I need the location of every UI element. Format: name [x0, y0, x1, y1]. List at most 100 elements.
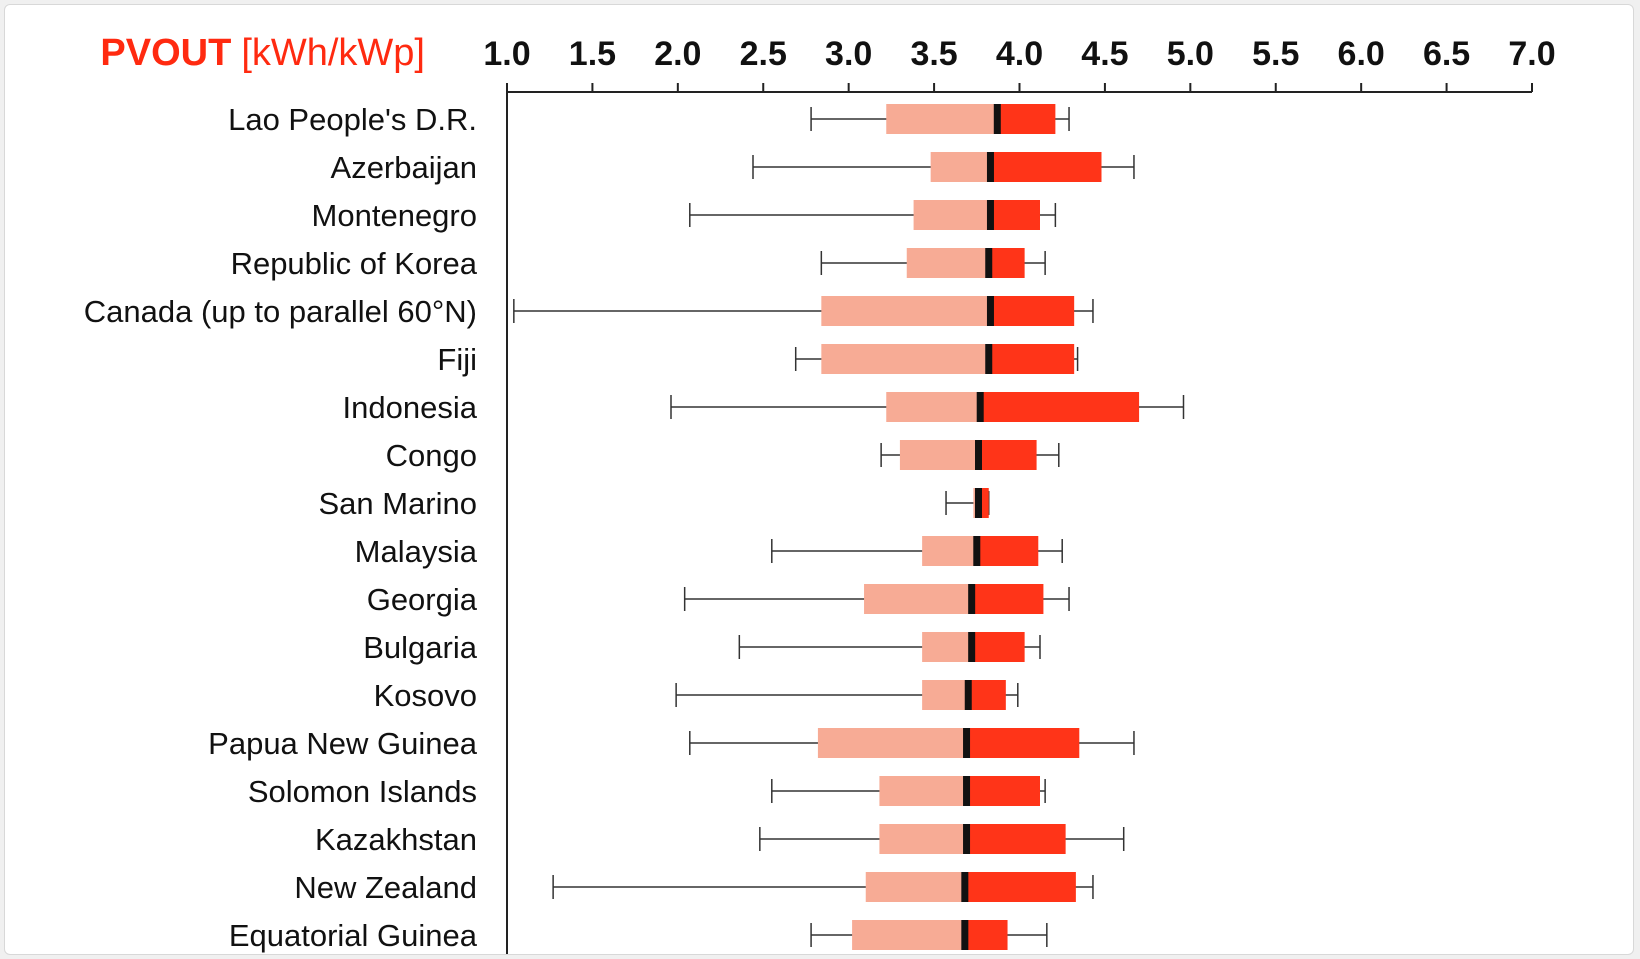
category-label: Congo	[386, 438, 477, 473]
x-tick-label: 2.0	[654, 35, 701, 73]
lower-quartile-box	[886, 104, 998, 134]
x-tick-label: 4.0	[996, 35, 1043, 73]
category-label: Montenegro	[312, 198, 477, 233]
category-label: Equatorial Guinea	[229, 918, 478, 953]
upper-quartile-box	[966, 776, 1040, 806]
median-marker	[973, 536, 981, 566]
median-marker	[985, 344, 993, 374]
median-marker	[961, 872, 969, 902]
median-marker	[964, 680, 972, 710]
upper-quartile-box	[968, 680, 1006, 710]
box-row: Republic of Korea	[231, 246, 1046, 281]
median-marker	[986, 296, 994, 326]
upper-quartile-box	[997, 104, 1056, 134]
median-marker	[986, 200, 994, 230]
box-row: Georgia	[367, 582, 1070, 617]
box-row: Papua New Guinea	[208, 726, 1135, 761]
category-label: New Zealand	[294, 870, 477, 905]
chart-frame: PVOUT [kWh/kWp] 1.0 1.5 2.0 2.5 3.0 3.5 4.0 4.5 5…	[4, 4, 1634, 955]
median-marker	[968, 584, 976, 614]
median-marker	[963, 824, 971, 854]
upper-quartile-box	[976, 536, 1039, 566]
median-marker	[993, 104, 1001, 134]
lower-quartile-box	[930, 152, 991, 182]
box-row: Azerbaijan	[331, 150, 1135, 185]
upper-quartile-box	[988, 344, 1075, 374]
x-tick-label: 4.5	[1081, 35, 1128, 73]
upper-quartile-box	[988, 248, 1025, 278]
box-row: Kosovo	[374, 678, 1019, 713]
lower-quartile-box	[821, 344, 989, 374]
lower-quartile-box	[922, 632, 972, 662]
x-tick-label: 7.0	[1508, 35, 1555, 73]
lower-quartile-box	[865, 872, 965, 902]
upper-quartile-box	[980, 392, 1140, 422]
median-marker	[968, 632, 976, 662]
plot-rows: Lao People's D.R. Azerbaijan Montenegro Rep…	[84, 102, 1185, 953]
x-tick-label: 2.5	[740, 35, 787, 73]
median-marker	[975, 488, 982, 518]
x-tick-label: 3.5	[910, 35, 957, 73]
box-row: Malaysia	[355, 534, 1063, 569]
box-row: Indonesia	[343, 390, 1185, 425]
lower-quartile-box	[913, 200, 991, 230]
x-tick-label: 1.0	[483, 35, 530, 73]
upper-quartile-box	[966, 728, 1080, 758]
box-row: Montenegro	[312, 198, 1057, 233]
box-row: Kazakhstan	[315, 822, 1125, 857]
category-label: Indonesia	[343, 390, 478, 425]
category-label: Bulgaria	[363, 630, 477, 665]
x-tick-label: 5.5	[1252, 35, 1299, 73]
upper-quartile-box	[978, 440, 1037, 470]
x-tick-label: 1.5	[569, 35, 616, 73]
category-label: Kosovo	[374, 678, 477, 713]
upper-quartile-box	[990, 152, 1102, 182]
median-marker	[985, 248, 993, 278]
category-label: Georgia	[367, 582, 478, 617]
box-row: Canada (up to parallel 60°N)	[84, 294, 1094, 329]
box-row: San Marino	[318, 486, 990, 521]
upper-quartile-box	[971, 632, 1025, 662]
category-label: Malaysia	[355, 534, 478, 569]
lower-quartile-box	[817, 728, 967, 758]
median-marker	[976, 392, 984, 422]
median-marker	[963, 728, 971, 758]
x-axis: 1.0 1.5 2.0 2.5 3.0 3.5 4.0 4.5 5.0 5.5 6.0 6.5 7.0	[483, 35, 1556, 954]
category-label: Lao People's D.R.	[228, 102, 477, 137]
category-label: Republic of Korea	[231, 246, 478, 281]
x-tick-label: 6.0	[1338, 35, 1385, 73]
category-label: San Marino	[318, 486, 477, 521]
box-row: Congo	[386, 438, 1060, 473]
box-row: Fiji	[437, 342, 1079, 377]
box-row: Equatorial Guinea	[229, 918, 1048, 953]
upper-quartile-box	[978, 488, 989, 518]
upper-quartile-box	[964, 920, 1008, 950]
chart-title-metric: PVOUT	[100, 32, 231, 74]
median-marker	[986, 152, 994, 182]
category-label: Solomon Islands	[248, 774, 477, 809]
lower-quartile-box	[879, 776, 967, 806]
box-row: Bulgaria	[363, 630, 1041, 665]
lower-quartile-box	[879, 824, 967, 854]
category-label: Kazakhstan	[315, 822, 477, 857]
lower-quartile-box	[899, 440, 979, 470]
upper-quartile-box	[990, 296, 1075, 326]
lower-quartile-box	[852, 920, 965, 950]
category-label: Azerbaijan	[331, 150, 477, 185]
boxplot-chart: PVOUT [kWh/kWp] 1.0 1.5 2.0 2.5 3.0 3.5 4.0 4.5 5…	[84, 32, 1556, 954]
lower-quartile-box	[922, 536, 977, 566]
lower-quartile-box	[922, 680, 969, 710]
lower-quartile-box	[864, 584, 972, 614]
chart-title-unit: [kWh/kWp]	[241, 32, 425, 74]
upper-quartile-box	[964, 872, 1076, 902]
x-tick-label: 5.0	[1167, 35, 1214, 73]
lower-quartile-box	[821, 296, 991, 326]
category-label: Fiji	[437, 342, 477, 377]
lower-quartile-box	[906, 248, 989, 278]
upper-quartile-box	[971, 584, 1044, 614]
upper-quartile-box	[990, 200, 1040, 230]
median-marker	[975, 440, 982, 470]
box-row: Solomon Islands	[248, 774, 1046, 809]
lower-quartile-box	[886, 392, 981, 422]
x-tick-label: 3.0	[825, 35, 872, 73]
